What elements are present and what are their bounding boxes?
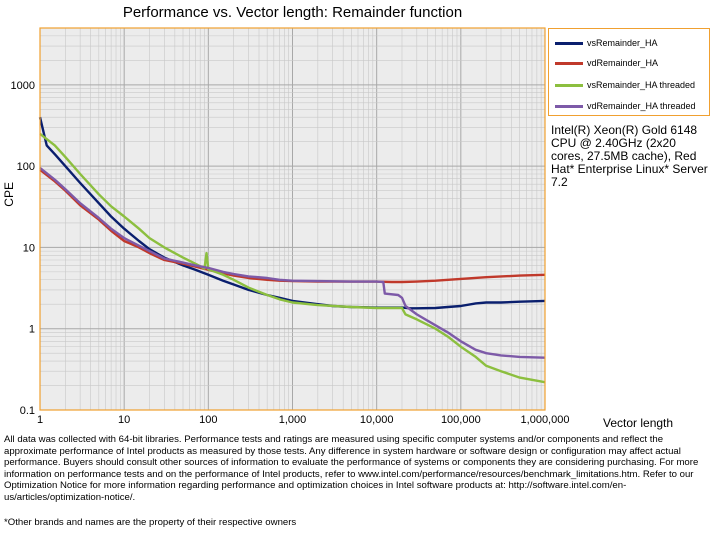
series-layer [38,116,546,384]
brands-note: *Other brands and names are the property… [4,517,297,528]
axes: 1 10 100 1,000 10,000 100,000 1,000,0000.11101… [11,27,570,426]
legend-item: vsRemainder_HA [555,38,658,48]
y-tick-label: 1 [29,324,35,336]
x-tick-label: 1 [37,414,43,426]
x-tick-label: 10 [118,414,130,426]
legend-item: vdRemainder_HA threaded [555,101,696,111]
x-axis-label: Vector length [603,416,674,430]
series-line [39,168,546,284]
series-line [39,166,546,359]
y-axis-label: CPE [2,182,16,207]
legend-swatch [555,61,583,65]
footnote: All data was collected with 64-bit libra… [4,434,699,503]
legend-label: vdRemainder_HA threaded [587,101,696,111]
series-line [39,132,546,384]
x-tick-label: 1,000 [279,414,307,426]
legend-label: vsRemainder_HA [587,38,658,48]
y-tick-label: 100 [17,161,35,173]
y-tick-label: 1000 [11,80,35,92]
legend-item: vdRemainder_HA [555,58,658,68]
y-tick-label: 0.1 [20,405,35,417]
cpu-info: Intel(R) Xeon(R) Gold 6148 CPU @ 2.40GHz… [551,123,708,189]
legend-swatch [555,83,583,87]
x-tick-label: 10,000 [360,414,394,426]
x-tick-label: 100 [199,414,217,426]
x-tick-label: 1,000,000 [521,414,570,426]
plot-frame [39,27,546,411]
legend-item: vsRemainder_HA threaded [555,80,695,90]
legend-label: vsRemainder_HA threaded [587,80,696,90]
x-tick-label: 100,000 [441,414,481,426]
chart-title: Performance vs. Vector length: Remainder… [122,4,463,21]
legend: vsRemainder_HA vdRemainder_HA vsRemainde… [548,28,710,116]
legend-label: vdRemainder_HA [587,58,659,68]
legend-swatch [555,41,583,45]
y-tick-label: 10 [23,242,35,254]
legend-swatch [555,104,583,108]
